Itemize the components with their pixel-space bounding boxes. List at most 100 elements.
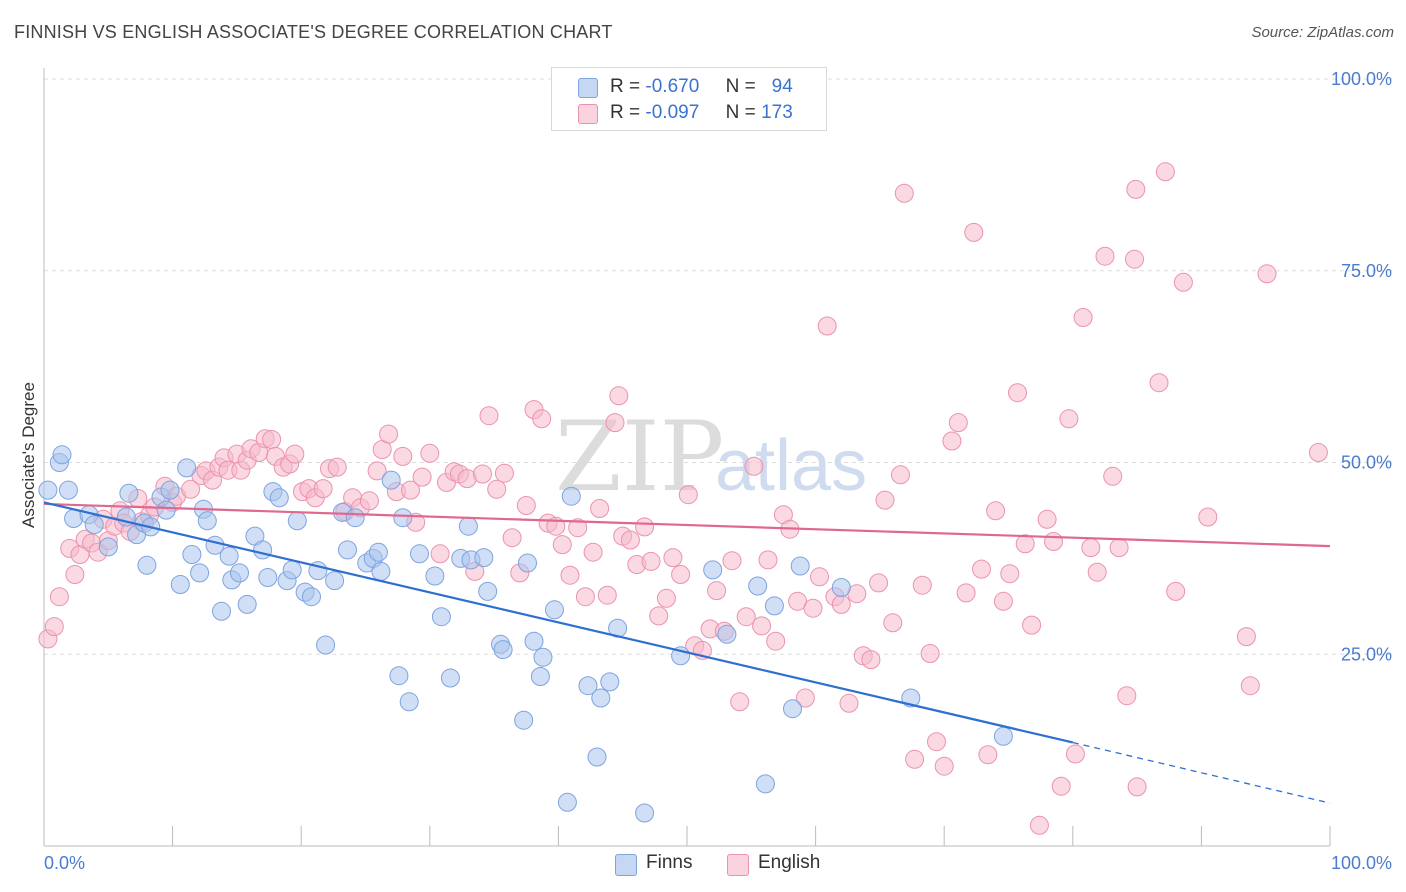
- english-point: [575, 587, 595, 607]
- finns-point: [371, 561, 391, 581]
- english-point: [620, 530, 640, 550]
- english-point: [359, 491, 379, 511]
- english-point: [1173, 272, 1193, 292]
- legend-swatch-finns: [615, 854, 637, 876]
- finns-point: [478, 581, 498, 601]
- english-point: [1000, 564, 1020, 584]
- english-point: [927, 732, 946, 752]
- english-point: [502, 528, 522, 548]
- english-point: [44, 617, 64, 637]
- finns-point: [137, 555, 157, 575]
- finns-point: [156, 500, 176, 520]
- finns-point: [190, 563, 210, 583]
- legend-r-label: R =: [610, 102, 641, 123]
- english-point: [1081, 538, 1101, 558]
- legend-swatch-finns: [578, 78, 598, 98]
- finns-point: [458, 516, 478, 536]
- legend-label-finns: Finns: [646, 852, 693, 873]
- english-point: [663, 548, 683, 568]
- finns-point: [425, 566, 445, 586]
- english-point: [1087, 562, 1107, 582]
- english-point: [795, 688, 815, 708]
- english-point: [181, 479, 201, 499]
- english-point: [905, 749, 925, 769]
- english-point: [1051, 776, 1071, 796]
- english-point: [49, 587, 69, 607]
- english-point: [1166, 581, 1186, 601]
- english-point: [262, 430, 282, 449]
- english-point: [412, 467, 432, 487]
- finns-point: [98, 537, 118, 557]
- english-point: [964, 222, 984, 242]
- english-point: [744, 456, 764, 476]
- english-point: [758, 550, 778, 570]
- english-point: [894, 183, 914, 203]
- english-point: [948, 413, 968, 433]
- english-point: [934, 756, 954, 776]
- english-point: [393, 446, 413, 466]
- english-point: [379, 424, 399, 444]
- y-tick-label: 75.0%: [1341, 261, 1392, 281]
- english-point: [766, 631, 786, 651]
- english-point: [1155, 162, 1175, 182]
- english-point: [635, 517, 655, 537]
- english-point: [1198, 507, 1218, 527]
- english-point: [869, 573, 889, 593]
- english-point: [609, 386, 629, 406]
- english-point: [552, 535, 572, 555]
- english-point: [730, 692, 750, 712]
- legend-n-value-english: 173: [761, 102, 793, 123]
- english-point: [891, 465, 910, 485]
- english-point: [516, 496, 536, 515]
- finns-point: [518, 553, 537, 573]
- english-point: [1126, 179, 1146, 199]
- english-point: [1149, 373, 1169, 393]
- english-point: [649, 606, 669, 626]
- english-point: [1037, 509, 1057, 529]
- legend-r-label: R =: [610, 76, 641, 97]
- english-point: [583, 542, 603, 562]
- finns-point: [431, 607, 451, 627]
- english-point: [473, 464, 492, 484]
- finns-point: [530, 667, 550, 686]
- legend-label-english: English: [758, 852, 821, 873]
- english-point: [810, 567, 829, 587]
- finns-point: [197, 511, 217, 531]
- english-point: [420, 443, 440, 463]
- english-point: [597, 585, 617, 605]
- finns-point: [258, 568, 278, 587]
- english-point: [1022, 615, 1042, 635]
- finns-point: [345, 508, 365, 528]
- finns-point: [393, 508, 413, 528]
- finns-point: [600, 672, 620, 692]
- english-point: [942, 431, 962, 451]
- legend-n-label: N =: [725, 102, 756, 123]
- x-tick-label: 100.0%: [1331, 853, 1392, 873]
- finns-point: [635, 803, 655, 823]
- finns-point: [587, 747, 607, 767]
- english-point: [532, 409, 552, 429]
- series-legend: Finns English: [0, 852, 1406, 878]
- english-point: [1240, 676, 1260, 696]
- finns-point: [84, 515, 104, 535]
- english-point: [803, 598, 823, 618]
- english-point: [993, 591, 1013, 611]
- finns-point: [440, 668, 460, 688]
- legend-n-label: N =: [725, 76, 756, 97]
- finns-point: [399, 692, 419, 712]
- finns-point: [389, 666, 409, 686]
- english-point: [285, 444, 305, 464]
- english-point: [327, 457, 347, 477]
- english-point: [752, 616, 772, 636]
- legend-swatch-english: [578, 104, 598, 124]
- finns-point: [316, 635, 336, 655]
- english-trend-line: [43, 502, 1331, 548]
- finns-point: [177, 458, 197, 478]
- english-point: [671, 565, 691, 584]
- english-point: [707, 581, 727, 601]
- finns-point: [474, 548, 494, 568]
- finns-point: [717, 624, 737, 644]
- chart-title: FINNISH VS ENGLISH ASSOCIATE'S DEGREE CO…: [14, 22, 613, 42]
- legend-n-value-finns: 94: [771, 76, 793, 97]
- finns-point: [993, 726, 1013, 746]
